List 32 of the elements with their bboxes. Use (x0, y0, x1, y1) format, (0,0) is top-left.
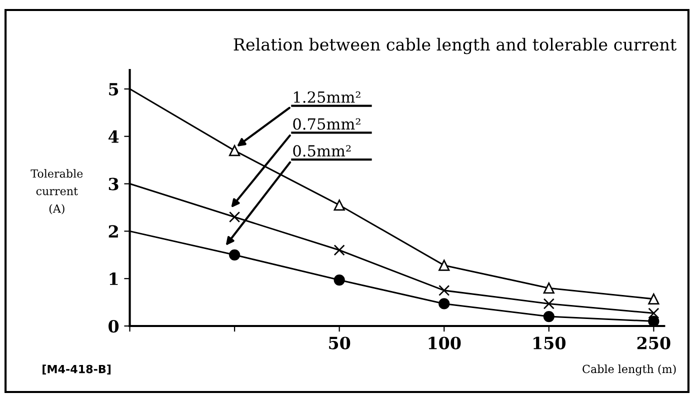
y-tick-label: 5 (109, 83, 118, 96)
y-tick-label: 3 (108, 178, 118, 190)
point (229, 211, 240, 223)
point (648, 293, 660, 305)
point (438, 284, 450, 296)
point (334, 200, 345, 211)
y-tick-label: 2 (108, 225, 118, 238)
point (543, 310, 554, 322)
text: 1.25mm² (294, 91, 360, 103)
point (543, 282, 554, 294)
point (648, 316, 660, 326)
text: [M4-418-B] (42, 364, 111, 375)
x-axis-title: Cable length (m) (582, 364, 676, 376)
x-tick-label: 100 (428, 336, 461, 350)
x-tick-label: 250 (637, 336, 670, 350)
point (648, 308, 660, 319)
point (543, 298, 554, 310)
point (334, 244, 345, 256)
text: 0.75mm² (293, 118, 360, 130)
chart-title: Relation between cable length and tolerable current (234, 38, 677, 54)
y-tick-label: 1 (110, 272, 118, 285)
point (438, 298, 450, 310)
point (229, 145, 240, 156)
x-tick-label: 50 (329, 336, 350, 350)
y-tick-label: 0 (108, 320, 119, 333)
point (229, 249, 240, 260)
y-axis-title: Tolerable current (A) (30, 169, 83, 214)
point (438, 260, 450, 271)
y-tick-label: 4 (108, 130, 119, 143)
text: 0.5mm² (293, 145, 351, 157)
x-tick-label: 150 (534, 336, 566, 350)
point (334, 274, 345, 286)
